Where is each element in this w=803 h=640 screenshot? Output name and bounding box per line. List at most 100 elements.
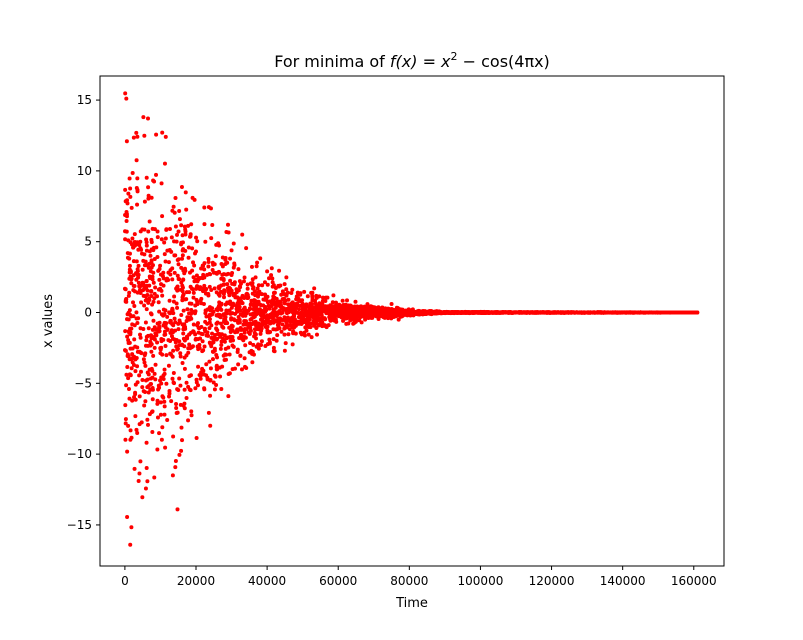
scatter-point <box>129 281 134 286</box>
scatter-point <box>222 288 227 293</box>
scatter-point <box>163 134 168 139</box>
scatter-point <box>346 321 351 326</box>
scatter-point <box>157 277 162 282</box>
scatter-point <box>259 313 264 318</box>
scatter-point <box>250 303 255 308</box>
y-tick-label: −10 <box>67 447 92 461</box>
scatter-point <box>144 440 149 445</box>
scatter-point <box>123 91 128 96</box>
scatter-point <box>176 327 181 332</box>
scatter-point <box>134 316 139 321</box>
scatter-point <box>273 327 278 332</box>
scatter-point <box>141 115 146 120</box>
scatter-point <box>183 248 188 253</box>
scatter-point <box>389 302 394 307</box>
scatter-point <box>130 236 135 241</box>
scatter-point <box>301 317 306 322</box>
scatter-point <box>203 311 208 316</box>
scatter-point <box>272 309 277 314</box>
scatter-point <box>181 308 186 313</box>
scatter-point <box>248 341 253 346</box>
scatter-point <box>129 366 134 371</box>
scatter-point <box>181 277 186 282</box>
scatter-point <box>166 277 171 282</box>
scatter-point <box>124 96 129 101</box>
scatter-point <box>190 195 195 200</box>
scatter-point <box>177 318 182 323</box>
scatter-point <box>229 305 234 310</box>
scatter-point <box>280 322 285 327</box>
scatter-point <box>280 310 285 315</box>
scatter-point <box>209 344 214 349</box>
scatter-point <box>184 380 189 385</box>
scatter-point <box>170 376 175 381</box>
scatter-point <box>209 236 214 241</box>
scatter-point <box>134 271 139 276</box>
scatter-point <box>141 258 146 263</box>
scatter-point <box>267 337 272 342</box>
x-tick-label: 0 <box>121 574 129 588</box>
y-tick-label: 10 <box>77 164 92 178</box>
scatter-point <box>261 303 266 308</box>
scatter-point <box>159 381 164 386</box>
scatter-point <box>232 261 237 266</box>
scatter-point <box>179 265 184 270</box>
scatter-point <box>167 388 172 393</box>
scatter-point <box>144 338 149 343</box>
scatter-point <box>208 423 213 428</box>
scatter-point <box>156 300 161 305</box>
scatter-point <box>134 310 139 315</box>
scatter-point <box>195 321 200 326</box>
scatter-point <box>308 325 313 330</box>
scatter-point <box>168 272 173 277</box>
scatter-point <box>147 412 152 417</box>
scatter-point <box>124 209 129 214</box>
scatter-point <box>202 387 207 392</box>
scatter-point <box>239 327 244 332</box>
scatter-point <box>175 507 180 512</box>
scatter-point <box>196 330 201 335</box>
scatter-point <box>396 317 401 322</box>
plot-frame <box>99 75 725 567</box>
scatter-point <box>135 431 140 436</box>
scatter-point <box>189 409 194 414</box>
scatter-point <box>146 185 151 190</box>
x-tick-label: 20000 <box>177 574 215 588</box>
scatter-point <box>211 380 216 385</box>
scatter-point <box>155 340 160 345</box>
scatter-point <box>208 366 213 371</box>
scatter-point <box>186 255 191 260</box>
scatter-point <box>172 337 177 342</box>
scatter-point <box>226 222 230 227</box>
scatter-point <box>231 265 236 270</box>
scatter-point <box>149 349 154 354</box>
scatter-point <box>139 247 144 252</box>
scatter-point <box>159 181 164 186</box>
y-axis-label: x values <box>41 294 56 348</box>
scatter-point <box>176 262 181 267</box>
scatter-point <box>313 301 318 306</box>
scatter-point <box>352 314 357 319</box>
scatter-point <box>271 348 276 353</box>
scatter-point <box>204 373 209 378</box>
scatter-point <box>214 326 219 331</box>
scatter-point <box>341 318 346 323</box>
scatter-point <box>207 305 212 310</box>
scatter-point <box>129 205 134 210</box>
scatter-point <box>125 251 130 256</box>
scatter-point <box>261 297 266 302</box>
scatter-point <box>279 329 284 334</box>
scatter-point <box>290 287 295 292</box>
scatter-point <box>173 253 178 258</box>
scatter-point <box>164 353 169 358</box>
scatter-point <box>210 357 215 362</box>
scatter-point <box>141 326 146 331</box>
scatter-point <box>124 372 129 377</box>
x-tick-label: 160000 <box>671 574 717 588</box>
scatter-point <box>194 435 199 440</box>
scatter-point <box>236 327 241 332</box>
scatter-point <box>187 270 192 275</box>
scatter-point <box>201 301 206 306</box>
scatter-point <box>180 256 185 261</box>
scatter-point <box>131 314 136 319</box>
